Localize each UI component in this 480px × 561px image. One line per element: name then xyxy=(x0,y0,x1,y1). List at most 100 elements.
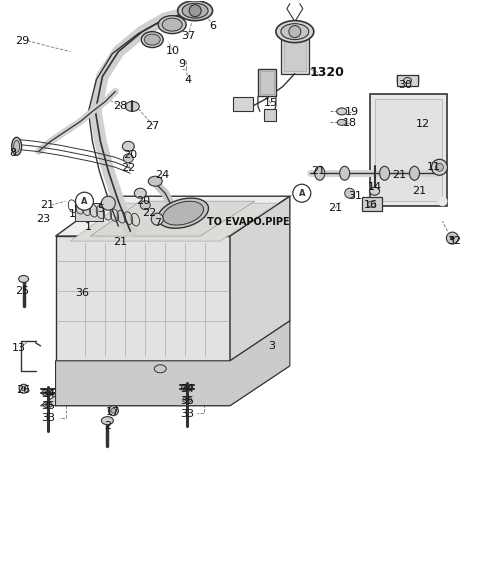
Polygon shape xyxy=(41,366,290,406)
Text: 30: 30 xyxy=(398,80,412,90)
Ellipse shape xyxy=(380,166,390,180)
Ellipse shape xyxy=(111,408,116,413)
Circle shape xyxy=(189,4,201,17)
Ellipse shape xyxy=(144,34,160,45)
Text: 10: 10 xyxy=(166,45,180,56)
Ellipse shape xyxy=(162,18,182,31)
Ellipse shape xyxy=(315,166,325,180)
Text: 3: 3 xyxy=(268,341,276,351)
Circle shape xyxy=(151,213,163,225)
Text: 16: 16 xyxy=(364,200,378,210)
Bar xyxy=(284,36,306,71)
Ellipse shape xyxy=(125,102,139,112)
Text: 20: 20 xyxy=(136,196,150,206)
Bar xyxy=(75,203,103,221)
Ellipse shape xyxy=(141,31,163,48)
Text: 1: 1 xyxy=(69,209,76,219)
Ellipse shape xyxy=(370,187,380,195)
Text: 34: 34 xyxy=(41,389,56,399)
Text: 4: 4 xyxy=(185,76,192,85)
Bar xyxy=(374,99,443,201)
Circle shape xyxy=(289,26,301,38)
Ellipse shape xyxy=(140,201,150,210)
Ellipse shape xyxy=(368,201,376,207)
Polygon shape xyxy=(56,196,290,236)
Ellipse shape xyxy=(134,188,146,198)
Ellipse shape xyxy=(281,24,309,40)
Text: 15: 15 xyxy=(264,98,278,108)
Ellipse shape xyxy=(185,398,190,401)
Polygon shape xyxy=(56,236,230,361)
Text: 17: 17 xyxy=(106,407,120,417)
Ellipse shape xyxy=(19,384,28,393)
Circle shape xyxy=(370,196,380,206)
Ellipse shape xyxy=(184,386,190,390)
Text: 29: 29 xyxy=(15,35,30,45)
Text: A: A xyxy=(81,197,88,206)
Text: 21: 21 xyxy=(393,170,407,180)
Ellipse shape xyxy=(154,365,166,373)
Circle shape xyxy=(75,192,94,210)
Circle shape xyxy=(345,188,355,198)
Circle shape xyxy=(293,184,311,202)
Bar xyxy=(260,71,274,94)
Text: 21: 21 xyxy=(412,186,427,196)
Circle shape xyxy=(432,159,447,175)
Ellipse shape xyxy=(13,140,20,153)
Text: 23: 23 xyxy=(36,214,50,224)
Text: A: A xyxy=(299,188,305,197)
Text: 12: 12 xyxy=(415,119,430,130)
Text: 34: 34 xyxy=(180,384,194,394)
Circle shape xyxy=(446,232,458,244)
Bar xyxy=(370,94,447,206)
Bar xyxy=(233,98,253,112)
Text: 31: 31 xyxy=(348,191,363,201)
Text: 35: 35 xyxy=(180,396,194,406)
Circle shape xyxy=(450,236,455,240)
Ellipse shape xyxy=(42,389,53,396)
Polygon shape xyxy=(90,201,255,236)
Ellipse shape xyxy=(340,166,350,180)
Text: 2: 2 xyxy=(104,421,111,431)
Ellipse shape xyxy=(45,390,50,395)
Ellipse shape xyxy=(158,198,208,228)
Text: 13: 13 xyxy=(12,343,25,353)
Polygon shape xyxy=(56,321,290,406)
Circle shape xyxy=(101,196,115,210)
Text: TO EVAPO.PIPE: TO EVAPO.PIPE xyxy=(207,217,289,227)
Text: 22: 22 xyxy=(142,208,156,218)
Text: 7: 7 xyxy=(154,218,161,228)
Circle shape xyxy=(437,196,447,206)
Ellipse shape xyxy=(122,141,134,151)
Text: 19: 19 xyxy=(345,107,359,117)
Circle shape xyxy=(435,163,444,171)
Ellipse shape xyxy=(19,275,29,283)
Ellipse shape xyxy=(148,176,162,186)
Ellipse shape xyxy=(409,166,420,180)
Text: 33: 33 xyxy=(180,408,194,419)
Text: 35: 35 xyxy=(42,401,56,411)
Text: 26: 26 xyxy=(17,385,31,395)
Ellipse shape xyxy=(123,154,133,163)
Ellipse shape xyxy=(178,1,213,21)
Ellipse shape xyxy=(404,77,411,84)
Ellipse shape xyxy=(337,119,346,126)
Ellipse shape xyxy=(276,21,314,43)
Ellipse shape xyxy=(181,384,192,391)
Text: 27: 27 xyxy=(145,121,159,131)
Ellipse shape xyxy=(43,402,52,408)
Text: 21: 21 xyxy=(328,203,342,213)
Text: 24: 24 xyxy=(155,170,169,180)
Text: 1320: 1320 xyxy=(309,66,344,79)
Text: 25: 25 xyxy=(15,286,30,296)
Text: 28: 28 xyxy=(113,102,128,112)
Ellipse shape xyxy=(163,201,204,225)
Bar xyxy=(264,109,276,121)
Ellipse shape xyxy=(183,397,192,403)
Ellipse shape xyxy=(45,403,50,406)
Ellipse shape xyxy=(182,3,208,18)
Ellipse shape xyxy=(22,387,25,390)
Text: 21: 21 xyxy=(113,237,127,247)
Bar xyxy=(258,68,276,96)
Text: 8: 8 xyxy=(9,148,16,158)
